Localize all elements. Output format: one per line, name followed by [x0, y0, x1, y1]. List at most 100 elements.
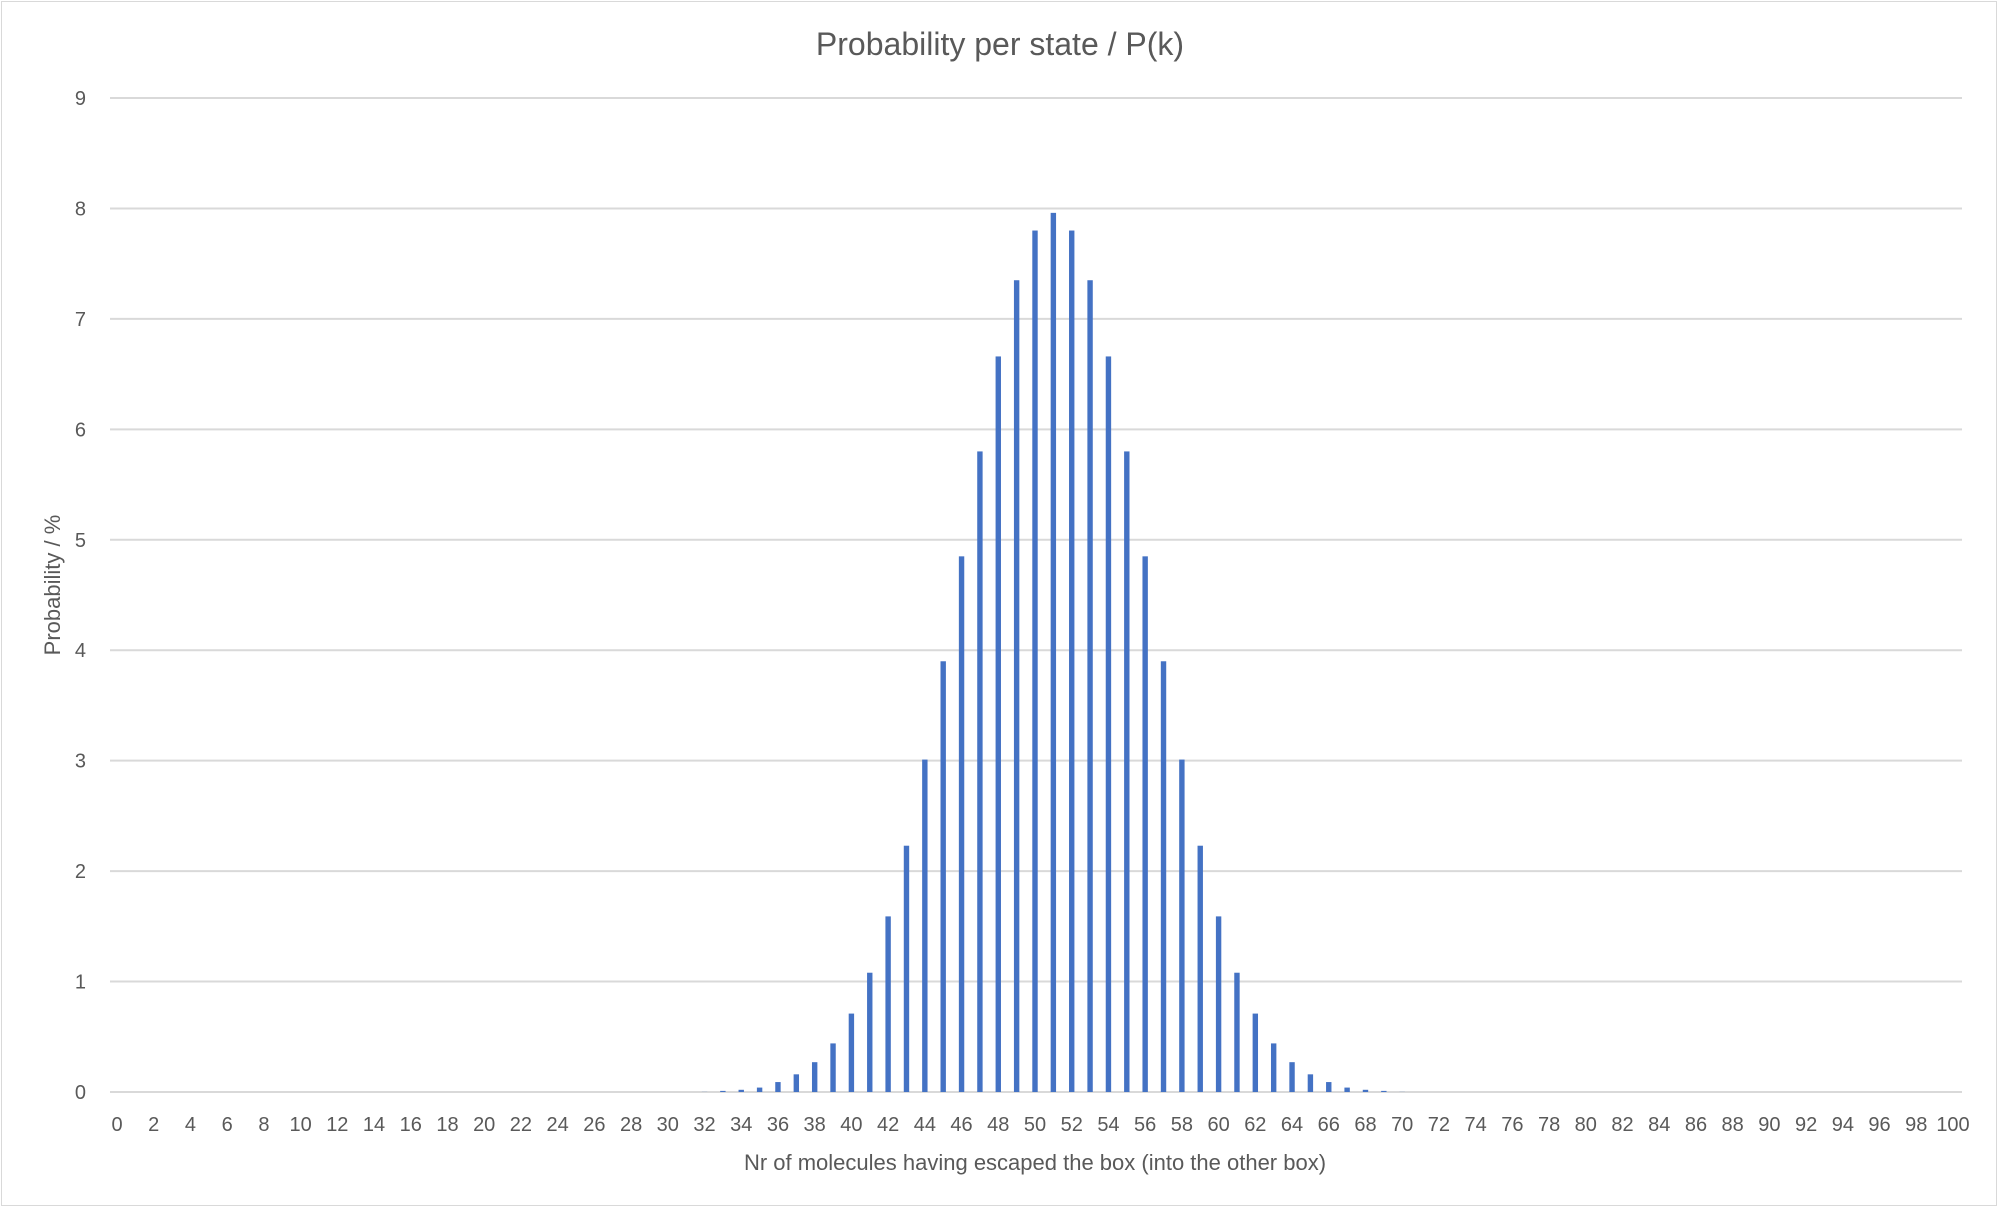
y-tick-label: 9: [75, 88, 86, 110]
x-tick-label: 92: [1795, 1114, 1817, 1136]
bar-k-57: [1160, 661, 1167, 1092]
x-tick-label: 30: [657, 1114, 679, 1136]
y-tick-label: 8: [75, 198, 86, 220]
bar-k-64: [1289, 1062, 1295, 1092]
y-tick-label: 4: [75, 640, 86, 662]
bar-k-69: [1381, 1090, 1387, 1092]
x-tick-label: 28: [620, 1114, 642, 1136]
x-tick-label: 84: [1648, 1114, 1670, 1136]
x-tick-label: 72: [1428, 1114, 1450, 1136]
bar-k-47: [977, 451, 983, 1092]
x-tick-label: 22: [510, 1114, 532, 1136]
x-tick-label: 0: [111, 1114, 122, 1136]
bar-k-39: [830, 1043, 836, 1092]
x-tick-label: 10: [289, 1114, 311, 1136]
y-tick-label: 2: [75, 861, 86, 883]
x-tick-label: 76: [1501, 1114, 1523, 1136]
bars: [701, 212, 1405, 1093]
x-tick-label: 54: [1097, 1114, 1119, 1136]
x-tick-label: 94: [1832, 1114, 1854, 1136]
bar-k-41: [867, 972, 873, 1092]
y-tick-label: 3: [75, 751, 86, 773]
x-tick-label: 90: [1758, 1114, 1780, 1136]
bar-k-51: [1050, 212, 1057, 1092]
x-tick-label: 26: [583, 1114, 605, 1136]
bar-k-67: [1344, 1087, 1350, 1092]
x-tick-label: 88: [1722, 1114, 1744, 1136]
bar-k-48: [995, 356, 1001, 1092]
bar-k-66: [1326, 1082, 1332, 1092]
bar-k-62: [1252, 1013, 1259, 1092]
chart-title: Probability per state / P(k): [816, 26, 1184, 62]
y-tick-label: 1: [75, 972, 86, 994]
x-tick-label: 78: [1538, 1114, 1560, 1136]
x-tick-label: 44: [914, 1114, 936, 1136]
y-tick-label: 0: [75, 1082, 86, 1104]
y-tick-label: 5: [75, 530, 86, 552]
x-tick-label: 82: [1611, 1114, 1633, 1136]
x-tick-label: 42: [877, 1114, 899, 1136]
bar-k-59: [1197, 845, 1203, 1092]
x-tick-label: 14: [363, 1114, 385, 1136]
bar-k-49: [1013, 280, 1020, 1092]
y-tick-label: 7: [75, 309, 86, 331]
y-tick-label: 6: [75, 419, 86, 441]
x-tick-label: 48: [987, 1114, 1009, 1136]
bar-k-58: [1179, 759, 1185, 1092]
x-tick-label: 34: [730, 1114, 752, 1136]
x-tick-label: 20: [473, 1114, 495, 1136]
bar-k-38: [811, 1062, 818, 1092]
bar-k-42: [885, 916, 891, 1092]
y-axis-ticks: 0 1 2 3 4 5 6 7 8 9: [75, 88, 86, 1104]
x-tick-label: 70: [1391, 1114, 1413, 1136]
x-tick-label: 96: [1868, 1114, 1890, 1136]
bar-k-35: [756, 1087, 763, 1092]
x-tick-label: 4: [185, 1114, 196, 1136]
x-tick-label: 16: [400, 1114, 422, 1136]
bar-k-37: [793, 1074, 800, 1092]
bar-k-55: [1124, 451, 1130, 1092]
x-tick-label: 6: [222, 1114, 233, 1136]
x-tick-label: 8: [258, 1114, 269, 1136]
bar-k-63: [1270, 1043, 1277, 1092]
bar-k-44: [922, 759, 928, 1092]
x-tick-label: 12: [326, 1114, 348, 1136]
x-axis-ticks: 0 2 4 6 8 10 12 14 16 18 20 22 24 26 28 30 32 34 36 38 40 42 4…: [111, 1114, 1969, 1136]
x-tick-label: 46: [950, 1114, 972, 1136]
x-tick-label: 2: [148, 1114, 159, 1136]
x-tick-label: 38: [804, 1114, 826, 1136]
x-tick-label: 98: [1905, 1114, 1927, 1136]
bar-k-65: [1307, 1074, 1314, 1092]
x-tick-label: 24: [547, 1114, 569, 1136]
x-tick-label: 74: [1465, 1114, 1487, 1136]
x-tick-label: 86: [1685, 1114, 1707, 1136]
y-axis-label: Probability / %: [40, 515, 65, 656]
bar-k-54: [1105, 356, 1112, 1092]
x-tick-label: 60: [1207, 1114, 1229, 1136]
x-tick-label: 100: [1936, 1114, 1969, 1136]
bar-k-36: [775, 1082, 781, 1092]
x-tick-label: 40: [840, 1114, 862, 1136]
bar-k-60: [1215, 916, 1222, 1092]
bar-k-61: [1234, 972, 1240, 1092]
bar-k-43: [903, 845, 910, 1092]
bar-k-52: [1069, 230, 1075, 1093]
bar-k-33: [720, 1090, 726, 1092]
x-tick-label: 36: [767, 1114, 789, 1136]
x-tick-label: 56: [1134, 1114, 1156, 1136]
bar-k-68: [1362, 1089, 1369, 1092]
bar-k-56: [1142, 556, 1148, 1092]
x-tick-label: 18: [436, 1114, 458, 1136]
x-tick-label: 68: [1354, 1114, 1376, 1136]
bar-k-46: [958, 556, 965, 1092]
bar-k-50: [1032, 230, 1038, 1093]
x-tick-label: 64: [1281, 1114, 1303, 1136]
x-tick-label: 62: [1244, 1114, 1266, 1136]
gridlines: [110, 97, 1962, 1093]
bar-k-34: [738, 1089, 744, 1092]
x-tick-label: 52: [1061, 1114, 1083, 1136]
bar-k-40: [848, 1013, 855, 1092]
bar-k-45: [940, 661, 946, 1092]
x-axis-label: Nr of molecules having escaped the box (…: [744, 1150, 1326, 1175]
